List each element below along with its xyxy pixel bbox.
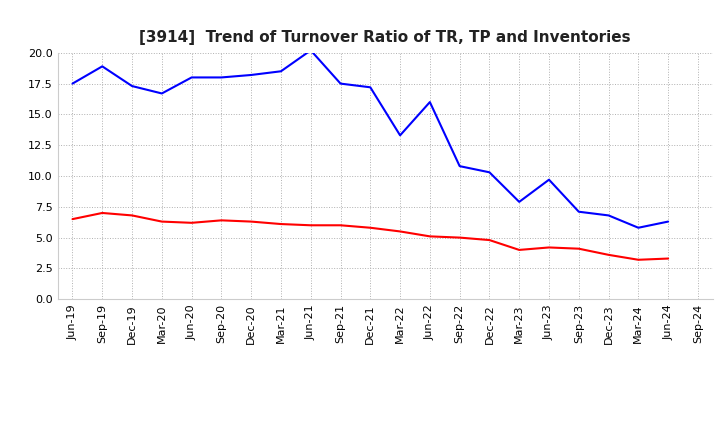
Trade Payables [366, 84, 374, 90]
Trade Payables [545, 177, 554, 182]
Trade Payables [485, 170, 494, 175]
Line: Trade Payables: Trade Payables [73, 50, 668, 228]
Trade Payables [455, 164, 464, 169]
Trade Receivables [127, 213, 136, 218]
Trade Receivables [98, 210, 107, 216]
Trade Payables [217, 75, 226, 80]
Trade Receivables [247, 219, 256, 224]
Trade Payables [158, 91, 166, 96]
Trade Receivables [187, 220, 196, 225]
Trade Receivables [366, 225, 374, 231]
Trade Payables [68, 81, 77, 86]
Trade Receivables [396, 229, 405, 234]
Trade Receivables [68, 216, 77, 222]
Trade Payables [396, 133, 405, 138]
Trade Receivables [336, 223, 345, 228]
Trade Payables [187, 75, 196, 80]
Trade Payables [604, 213, 613, 218]
Trade Payables [515, 199, 523, 205]
Trade Receivables [307, 223, 315, 228]
Trade Receivables [545, 245, 554, 250]
Trade Receivables [426, 234, 434, 239]
Trade Payables [307, 48, 315, 53]
Trade Receivables [575, 246, 583, 251]
Trade Payables [276, 69, 285, 74]
Title: [3914]  Trend of Turnover Ratio of TR, TP and Inventories: [3914] Trend of Turnover Ratio of TR, TP… [140, 29, 631, 45]
Trade Payables [247, 72, 256, 77]
Trade Receivables [455, 235, 464, 240]
Trade Payables [426, 99, 434, 105]
Trade Receivables [276, 221, 285, 227]
Trade Payables [575, 209, 583, 214]
Trade Payables [634, 225, 643, 231]
Trade Payables [127, 84, 136, 89]
Trade Receivables [515, 247, 523, 253]
Trade Receivables [604, 252, 613, 257]
Trade Payables [98, 64, 107, 69]
Trade Receivables [664, 256, 672, 261]
Line: Trade Receivables: Trade Receivables [73, 213, 668, 260]
Trade Receivables [217, 218, 226, 223]
Trade Receivables [485, 238, 494, 243]
Trade Receivables [158, 219, 166, 224]
Trade Payables [336, 81, 345, 86]
Trade Payables [664, 219, 672, 224]
Trade Receivables [634, 257, 643, 262]
